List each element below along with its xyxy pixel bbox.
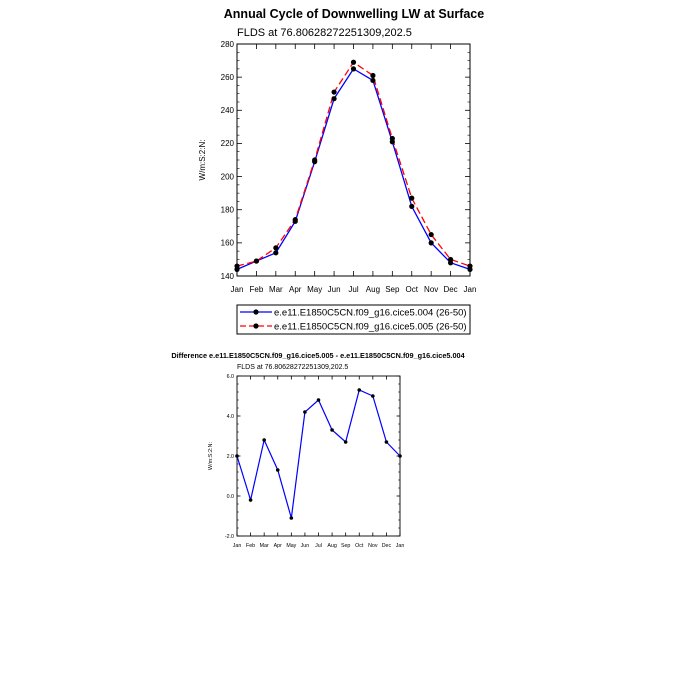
y-tick-label: 240 <box>221 106 235 115</box>
plot-frame <box>236 43 471 277</box>
chart-title: Annual Cycle of Downwelling LW at Surfac… <box>224 7 484 21</box>
y-tick-label: 200 <box>221 172 235 181</box>
data-point <box>248 498 253 502</box>
chart-subtitle: FLDS at 76.80628272251309,202.5 <box>237 364 348 371</box>
x-tick-label: Feb <box>246 543 255 549</box>
x-tick-label: Sep <box>385 285 400 294</box>
x-tick-label: Apr <box>274 543 282 549</box>
x-tick-label: Dec <box>443 285 457 294</box>
data-point <box>467 263 473 269</box>
legend-label-series-1: e.e11.E1850C5CN.f09_g16.cice5.004 (26-50… <box>274 308 467 319</box>
series-lines <box>234 59 473 272</box>
y-tick-label: 260 <box>221 73 235 82</box>
x-tick-label: Feb <box>250 285 264 294</box>
data-point <box>234 263 240 269</box>
x-tick-label: Mar <box>260 543 269 549</box>
x-tick-label: Nov <box>424 285 438 294</box>
x-tick-label: Sep <box>341 543 350 549</box>
x-tick-label: Jun <box>328 285 341 294</box>
y-tick-label: 180 <box>221 206 235 215</box>
data-point <box>289 516 294 520</box>
x-tick-label: Jan <box>231 285 244 294</box>
series-lines <box>235 388 402 520</box>
x-tick-label: Jan <box>464 285 477 294</box>
data-point <box>370 77 376 84</box>
data-point <box>343 440 348 444</box>
x-tick-label: Aug <box>327 543 336 549</box>
y-tick-label: -2.0 <box>225 534 234 540</box>
data-point <box>312 157 318 163</box>
x-tick-label: Aug <box>366 285 380 294</box>
x-tick-labels: Jan Feb Mar Apr May Jun Jul Aug Sep Oct Nov Dec Jan <box>231 285 477 294</box>
data-point <box>371 394 375 398</box>
y-tick-label: 6.0 <box>227 374 234 380</box>
x-tick-label: Jan <box>396 543 405 549</box>
data-point <box>428 231 434 238</box>
x-tick-label: Dec <box>382 543 392 549</box>
data-point <box>428 240 434 246</box>
x-tick-label: May <box>286 543 296 549</box>
y-tick-label: 280 <box>221 40 235 49</box>
x-tick-label: Oct <box>355 543 364 549</box>
chart-subtitle: FLDS at 76.80628272251309,202.5 <box>237 27 412 39</box>
legend-marker-series-2 <box>253 323 259 329</box>
difference-chart: Difference e.e11.E1850C5CN.f09_g16.cice5… <box>171 351 465 549</box>
data-point <box>357 388 362 392</box>
y-tick-label: 4.0 <box>227 414 234 420</box>
data-point <box>273 245 279 251</box>
y-tick-labels: 140 160 180 200 220 240 260 280 <box>221 40 235 281</box>
data-point <box>275 468 280 472</box>
x-tick-label: Jan <box>233 543 242 549</box>
data-point <box>370 72 376 79</box>
data-point <box>409 195 415 201</box>
legend-marker-series-1 <box>253 309 259 315</box>
data-point <box>389 135 395 142</box>
series-line-2 <box>236 61 471 267</box>
data-point <box>398 454 402 458</box>
y-tick-label: 2.0 <box>227 454 234 460</box>
tick-marks <box>236 43 471 277</box>
data-point <box>384 440 389 444</box>
data-point <box>447 256 454 263</box>
x-tick-label: Apr <box>289 285 302 294</box>
y-axis-label: W/m:S:2:N: <box>198 140 207 181</box>
y-tick-label: 140 <box>221 272 235 281</box>
y-axis-label: W/m:S:2:N: <box>208 441 214 470</box>
data-point <box>235 454 239 458</box>
annual-cycle-chart: Annual Cycle of Downwelling LW at Surfac… <box>198 7 484 335</box>
x-tick-labels: Jan Feb Mar Apr May Jun Jul Aug Sep Oct Nov Dec Jan <box>233 543 405 549</box>
legend-box <box>236 304 471 335</box>
series-line-1 <box>236 389 401 519</box>
y-tick-label: 220 <box>221 139 235 148</box>
data-point <box>303 410 307 414</box>
y-tick-label: 0.0 <box>227 494 234 500</box>
data-point <box>292 217 298 223</box>
data-point <box>350 59 357 65</box>
x-tick-label: Nov <box>368 543 378 549</box>
data-point <box>331 96 337 102</box>
y-tick-labels: -2.0 0.0 2.0 4.0 6.0 <box>225 374 234 540</box>
tick-marks <box>236 375 401 537</box>
data-point <box>262 438 266 442</box>
data-point <box>331 89 337 95</box>
data-point <box>330 428 334 432</box>
x-tick-label: Jun <box>301 543 310 549</box>
legend: e.e11.E1850C5CN.f09_g16.cice5.004 (26-50… <box>240 308 467 333</box>
x-tick-label: Oct <box>406 285 419 294</box>
x-tick-label: Jul <box>348 285 358 294</box>
data-point <box>350 66 357 72</box>
x-tick-label: Mar <box>269 285 283 294</box>
legend-label-series-2: e.e11.E1850C5CN.f09_g16.cice5.005 (26-50… <box>274 322 467 333</box>
x-tick-label: Jul <box>315 543 322 549</box>
data-point <box>273 250 279 256</box>
data-point <box>409 203 415 209</box>
y-tick-label: 160 <box>221 239 235 248</box>
chart-title: Difference e.e11.E1850C5CN.f09_g16.cice5… <box>171 351 465 360</box>
data-point <box>253 258 260 264</box>
x-tick-label: May <box>307 285 322 294</box>
data-point <box>316 398 321 402</box>
